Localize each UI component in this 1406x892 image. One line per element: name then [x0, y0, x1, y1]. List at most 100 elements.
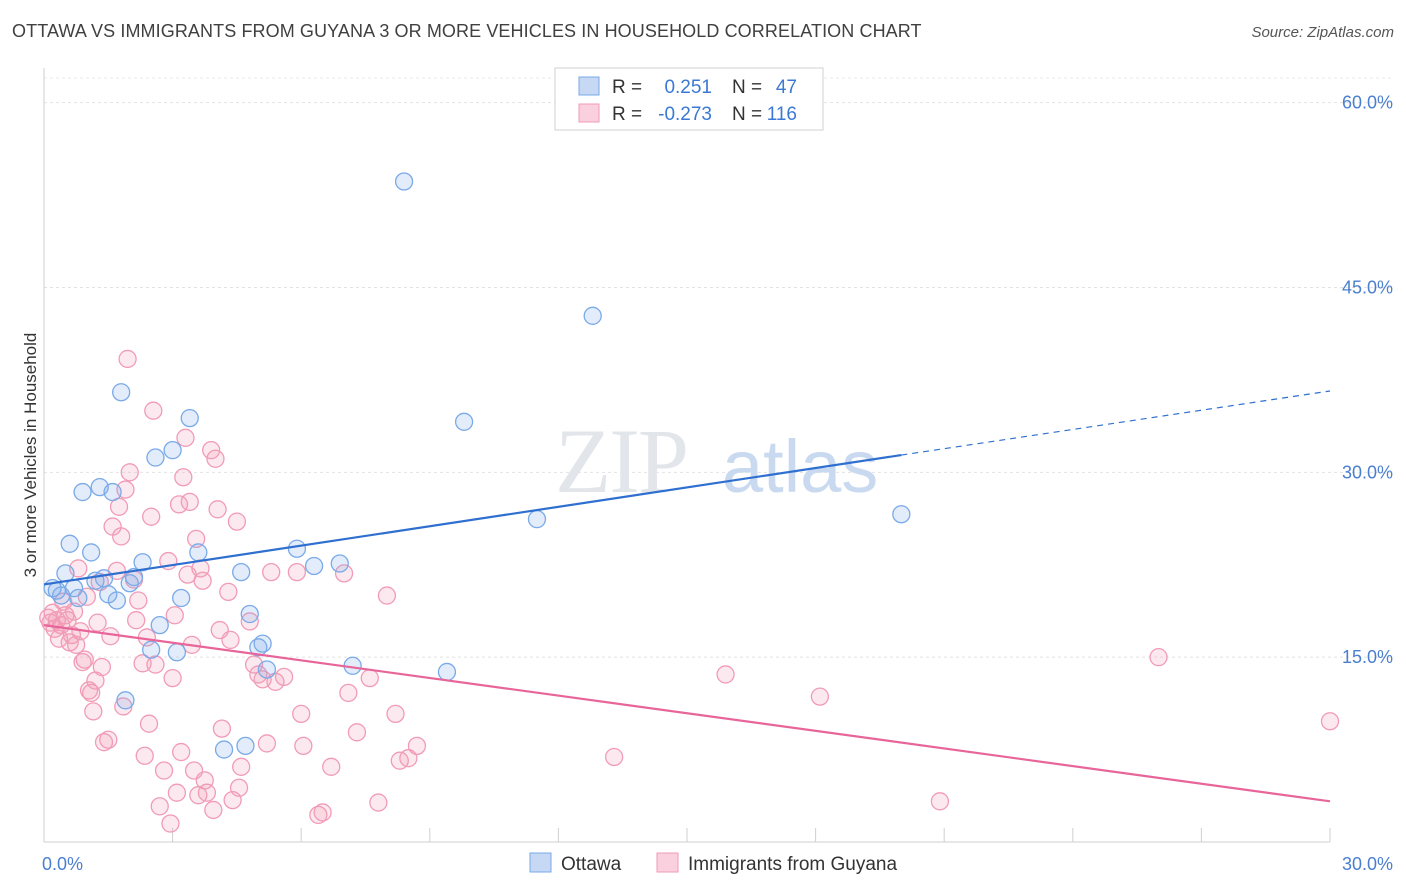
guyana-point-90	[294, 736, 313, 756]
guyana-point-107	[930, 792, 950, 811]
guyana-point-65	[193, 571, 212, 590]
ottawa-point-11	[94, 569, 114, 588]
guyana-point-88	[287, 562, 307, 582]
series-guyana-points	[39, 349, 1340, 833]
ottawa-point-39	[394, 172, 414, 191]
guyana-point-79	[232, 757, 251, 776]
ottawa-point-16	[116, 691, 135, 710]
guyana-point-32	[112, 527, 131, 546]
guyana-point-70	[206, 449, 225, 468]
bottom-legend-ottawa: Ottawa	[561, 854, 622, 875]
series-legend: Ottawa Immigrants from Guyana	[529, 852, 897, 875]
tick-labels: 15.0% 30.0% 45.0% 60.0% 0.0% 30.0%	[42, 93, 1393, 874]
guyana-point-25	[92, 657, 112, 677]
ottawa-point-15	[112, 383, 131, 402]
guyana-point-41	[135, 746, 154, 765]
guyana-point-95	[339, 683, 358, 703]
ottawa-point-22	[150, 615, 169, 635]
legend-swatch-ottawa	[578, 76, 600, 96]
guyana-point-45	[144, 401, 163, 420]
guyana-point-105	[716, 665, 735, 684]
ottawa-point-27	[189, 543, 208, 562]
ottawa-point-42	[527, 509, 547, 529]
guyana-point-78	[229, 778, 249, 797]
guyana-point-94	[334, 564, 354, 583]
guyana-point-62	[187, 529, 206, 549]
guyana-point-27	[99, 730, 118, 749]
guyana-point-68	[202, 440, 221, 460]
y-axis-label: 3 or more Vehicles in Household	[21, 333, 40, 578]
legend-r-value-1: 0.251	[664, 77, 712, 98]
guyana-point-21	[84, 702, 103, 721]
guyana-point-104	[604, 747, 624, 767]
axes	[43, 68, 1331, 843]
legend-r-value-2: -0.273	[658, 104, 712, 125]
guyana-point-46	[146, 655, 165, 674]
ottawa-point-26	[180, 408, 199, 428]
ottawa-point-29	[232, 562, 251, 582]
guyana-point-77	[227, 512, 247, 531]
guyana-point-17	[75, 650, 94, 669]
guyana-point-103	[407, 736, 427, 756]
ottawa-point-28	[214, 740, 234, 759]
guyana-point-36	[120, 463, 139, 482]
guyana-point-56	[174, 468, 193, 487]
watermark: ZIP atlas	[555, 410, 878, 512]
guyana-point-100	[386, 704, 405, 723]
ottawa-point-8	[82, 543, 101, 562]
guyana-point-19	[79, 681, 99, 700]
legend-r-label-2: R =	[612, 104, 642, 125]
guyana-point-48	[154, 761, 174, 780]
x-tick-label-0: 0.0%	[42, 854, 83, 874]
trend-line-ottawa-extension	[901, 390, 1331, 456]
guyana-point-80	[240, 612, 259, 631]
ottawa-point-34	[257, 660, 277, 679]
guyana-point-93	[322, 757, 341, 776]
guyana-point-47	[150, 797, 169, 816]
guyana-point-109	[1320, 712, 1340, 731]
legend-n-value-2: 116	[767, 104, 797, 125]
ottawa-point-14	[107, 591, 127, 610]
legend-n-label-2: N =	[732, 104, 762, 125]
guyana-point-92	[313, 803, 332, 822]
watermark-atlas: atlas	[722, 425, 878, 508]
ottawa-point-19	[133, 553, 152, 572]
guyana-point-35	[118, 349, 137, 369]
guyana-point-106	[810, 687, 830, 706]
guyana-point-23	[88, 613, 107, 632]
series-ottawa-points	[43, 172, 911, 759]
guyana-point-73	[212, 719, 232, 738]
ottawa-point-18	[124, 567, 144, 587]
ottawa-point-40	[437, 662, 457, 682]
guyana-point-96	[347, 723, 367, 742]
guyana-point-43	[139, 714, 159, 733]
bottom-legend-swatch-guyana	[656, 852, 679, 873]
legend-n-value-1: 47	[776, 77, 797, 98]
legend-n-label-1: N =	[732, 77, 762, 98]
ottawa-point-7	[73, 482, 92, 502]
trend-line-guyana	[43, 624, 1331, 803]
ottawa-point-43	[583, 306, 602, 325]
ottawa-point-33	[253, 634, 272, 653]
ottawa-point-21	[146, 448, 165, 467]
guyana-point-75	[221, 630, 240, 650]
guyana-point-67	[197, 783, 217, 802]
guyana-point-89	[292, 704, 311, 723]
guyana-point-97	[360, 668, 379, 688]
guyana-point-16	[73, 652, 92, 672]
guyana-point-44	[142, 507, 161, 526]
trend-line-ottawa	[43, 453, 902, 586]
ottawa-point-41	[454, 412, 474, 431]
guyana-point-50	[161, 814, 180, 833]
y-tick-label-0: 15.0%	[1342, 647, 1393, 667]
trend-lines	[43, 390, 1331, 803]
chart-title: OTTAWA VS IMMIGRANTS FROM GUYANA 3 OR MO…	[12, 21, 922, 41]
guyana-point-57	[176, 428, 195, 447]
y-tick-label-2: 45.0%	[1342, 277, 1393, 297]
guyana-point-74	[219, 582, 238, 602]
y-tick-label-3: 60.0%	[1342, 93, 1393, 113]
ottawa-point-4	[60, 534, 79, 553]
guyana-point-54	[169, 495, 189, 514]
guyana-point-59	[180, 492, 199, 512]
